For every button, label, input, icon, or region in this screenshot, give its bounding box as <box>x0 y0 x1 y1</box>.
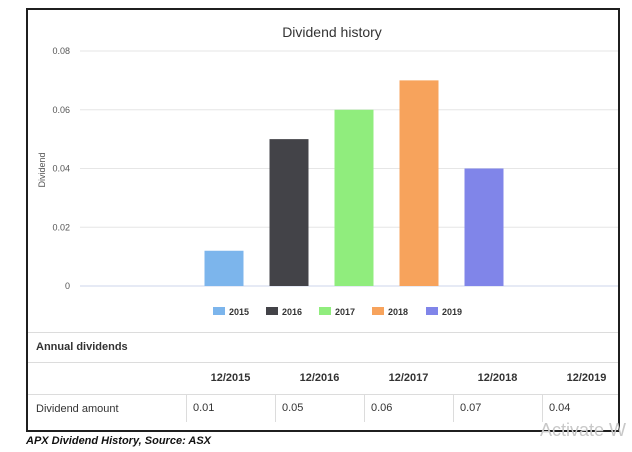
table-cell-2017: 0.06 <box>364 394 453 422</box>
legend-label-2018[interactable]: 2018 <box>388 307 408 317</box>
legend-swatch-2019 <box>426 307 438 315</box>
bar-2015 <box>204 250 244 286</box>
bar-2016 <box>269 139 309 286</box>
table-header-divider <box>28 362 618 363</box>
figure-caption: APX Dividend History, Source: ASX <box>26 435 212 447</box>
table-header-2019: 12/2019 <box>566 372 607 384</box>
table-header-2015: 12/2015 <box>210 372 251 384</box>
table-row-label: Dividend amount <box>36 403 119 415</box>
bar-2018 <box>399 80 439 286</box>
table-cell-2015: 0.01 <box>186 394 275 422</box>
y-tick-label-4: 0.08 <box>52 46 70 56</box>
table-cell-2019: 0.04 <box>542 394 618 422</box>
legend-label-2015[interactable]: 2015 <box>229 307 249 317</box>
legend-label-2016[interactable]: 2016 <box>282 307 302 317</box>
y-axis-label: Dividend <box>37 152 47 187</box>
legend-label-2017[interactable]: 2017 <box>335 307 355 317</box>
table-row-divider <box>28 394 618 395</box>
y-tick-label-2: 0.04 <box>52 164 70 174</box>
activate-windows-watermark: Activate W <box>540 420 627 440</box>
table-header-2017: 12/2017 <box>388 372 429 384</box>
chart-panel: Dividend history Dividend 0 0.02 0.04 0.06 0… <box>26 8 620 432</box>
table-title: Annual dividends <box>36 341 128 353</box>
dividend-chart: Dividend history Dividend 0 0.02 0.04 0.06 0… <box>37 24 618 317</box>
y-tick-label-0: 0 <box>65 281 70 291</box>
table-header-2018: 12/2018 <box>477 372 518 384</box>
bar-2017 <box>334 109 374 286</box>
table-cell-2016: 0.05 <box>275 394 364 422</box>
y-tick-label-3: 0.06 <box>52 105 70 115</box>
table-top-divider <box>28 332 618 333</box>
table-cell-2018: 0.07 <box>453 394 542 422</box>
chart-title: Dividend history <box>282 24 382 40</box>
legend-swatch-2016 <box>266 307 278 315</box>
legend-swatch-2017 <box>319 307 331 315</box>
y-tick-label-1: 0.02 <box>52 222 70 232</box>
legend-swatch-2015 <box>213 307 225 315</box>
legend-label-2019[interactable]: 2019 <box>442 307 462 317</box>
bar-2019 <box>464 168 504 286</box>
table-header-2016: 12/2016 <box>299 372 340 384</box>
legend-swatch-2018 <box>372 307 384 315</box>
